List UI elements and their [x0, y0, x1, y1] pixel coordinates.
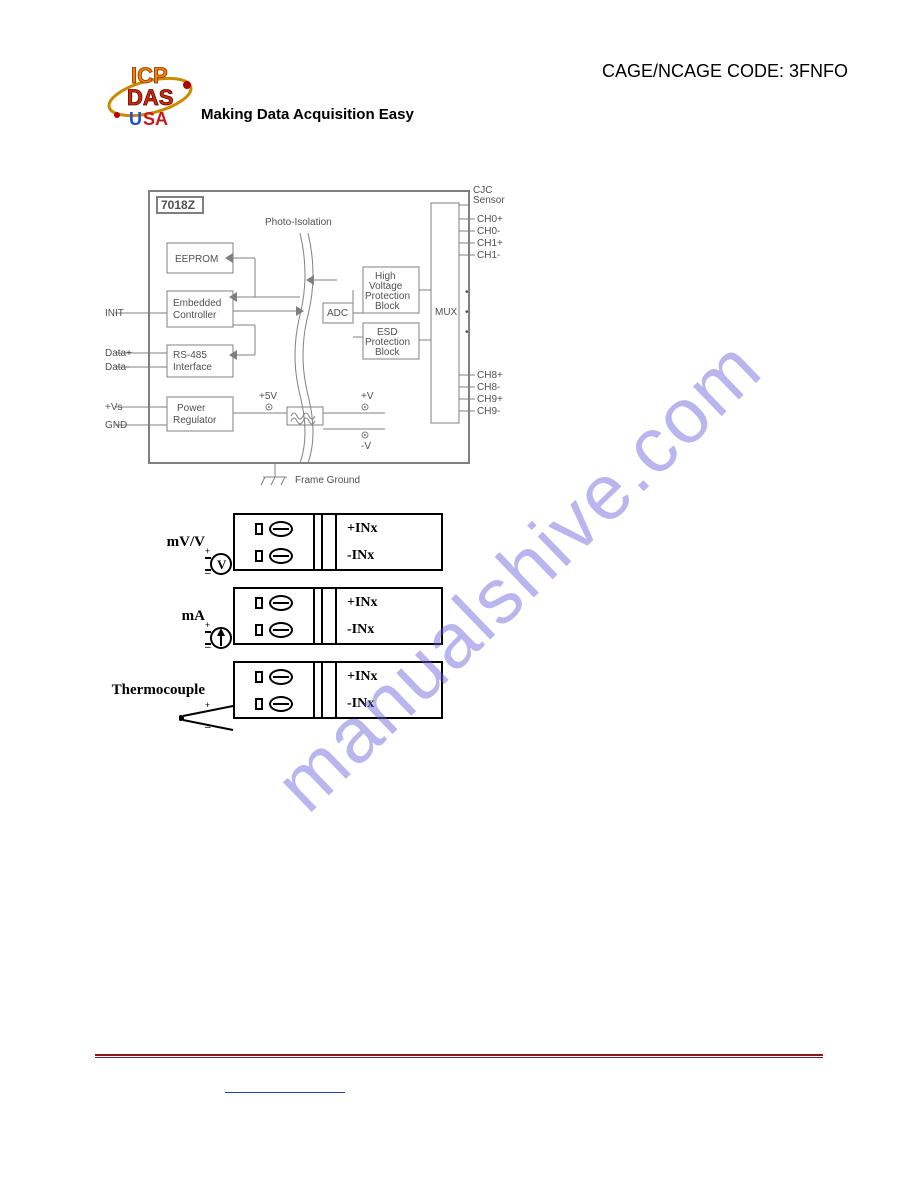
wiring-row-current: mA + – +INx -IN — [105, 584, 465, 648]
svg-text:-V: -V — [361, 441, 371, 452]
svg-text:+: + — [205, 700, 210, 710]
svg-text:+V: +V — [361, 391, 374, 402]
svg-text:Power: Power — [177, 403, 206, 414]
svg-text:–: – — [205, 567, 211, 579]
svg-text:Interface: Interface — [173, 362, 212, 373]
terminal-neg: -INx — [337, 542, 441, 569]
wiring-label: Thermocouple + – — [105, 682, 205, 699]
svg-text:Frame Ground: Frame Ground — [295, 475, 360, 486]
svg-text:MUX: MUX — [435, 307, 458, 318]
svg-text:Embedded: Embedded — [173, 298, 221, 309]
wiring-diagrams: mV/V + – V +INx -INx — [105, 510, 465, 722]
terminal-neg: -INx — [337, 690, 441, 717]
svg-text:CH0+: CH0+ — [477, 214, 503, 225]
svg-text:INIT: INIT — [105, 308, 124, 319]
svg-text:CH8+: CH8+ — [477, 370, 503, 381]
svg-text:ADC: ADC — [327, 308, 348, 319]
svg-text:+: + — [205, 546, 210, 556]
wiring-row-thermocouple: Thermocouple + – +INx -INx — [105, 658, 465, 722]
terminal-block: +INx -INx — [233, 513, 443, 571]
svg-text:CH1+: CH1+ — [477, 238, 503, 249]
wiring-label: mV/V + – V — [105, 534, 205, 551]
logo-text-sa: SA — [143, 109, 168, 129]
svg-text:+5V: +5V — [259, 391, 277, 402]
wiring-row-voltage: mV/V + – V +INx -INx — [105, 510, 465, 574]
svg-text:CH9-: CH9- — [477, 406, 500, 417]
terminal-pos: +INx — [337, 663, 441, 690]
logo-text-das: DAS — [127, 85, 173, 110]
svg-text:–: – — [205, 641, 211, 653]
svg-text:CH9+: CH9+ — [477, 394, 503, 405]
cage-code: CAGE/NCAGE CODE: 3FNFO — [602, 55, 848, 135]
svg-text:CH0-: CH0- — [477, 226, 500, 237]
svg-text:•: • — [465, 307, 469, 318]
svg-text:–: – — [204, 721, 211, 733]
terminal-pos: +INx — [337, 515, 441, 542]
terminal-block: +INx -INx — [233, 587, 443, 645]
svg-text:+: + — [205, 620, 210, 630]
block-diagram: 7018Z Photo-Isolation EEPROM Embedded Co… — [105, 185, 513, 490]
logo-block: ICP DAS U SA Making Data Acquisition Eas… — [105, 55, 414, 135]
terminal-pos: +INx — [337, 589, 441, 616]
terminal-block: +INx -INx — [233, 661, 443, 719]
svg-text:•: • — [465, 287, 469, 298]
svg-text:V: V — [217, 557, 227, 572]
diagram-section: 7018Z Photo-Isolation EEPROM Embedded Co… — [105, 185, 515, 732]
svg-text:7018Z: 7018Z — [161, 198, 195, 212]
svg-text:CH1-: CH1- — [477, 250, 500, 261]
wiring-label: mA + – — [105, 608, 205, 625]
svg-text:Block: Block — [375, 347, 400, 358]
svg-text:RS-485: RS-485 — [173, 350, 207, 361]
page-header: ICP DAS U SA Making Data Acquisition Eas… — [0, 55, 918, 135]
footer-link-placeholder — [225, 1092, 345, 1093]
svg-text:EEPROM: EEPROM — [175, 254, 218, 265]
svg-text:CH8-: CH8- — [477, 382, 500, 393]
svg-text:Block: Block — [375, 301, 400, 312]
terminal-neg: -INx — [337, 616, 441, 643]
company-logo: ICP DAS U SA — [105, 55, 195, 135]
svg-text:•: • — [465, 327, 469, 338]
svg-text:GND: GND — [105, 420, 127, 431]
svg-text:Controller: Controller — [173, 310, 217, 321]
svg-text:Regulator: Regulator — [173, 415, 217, 426]
footer-rule — [95, 1054, 823, 1058]
svg-text:Data+: Data+ — [105, 348, 132, 359]
svg-text:Data-: Data- — [105, 362, 129, 373]
svg-text:Sensor: Sensor — [473, 195, 505, 206]
logo-tagline: Making Data Acquisition Easy — [201, 106, 414, 135]
logo-text-u: U — [129, 109, 142, 129]
svg-text:+Vs: +Vs — [105, 402, 123, 413]
svg-text:Photo-Isolation: Photo-Isolation — [265, 217, 332, 228]
